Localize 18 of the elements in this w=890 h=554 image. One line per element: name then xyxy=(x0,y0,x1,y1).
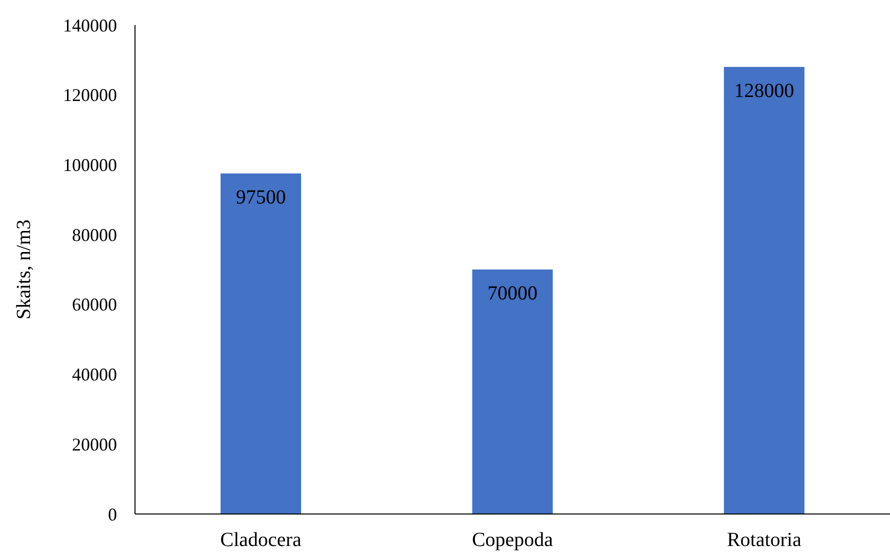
x-tick-label: Cladocera xyxy=(220,529,302,551)
bar xyxy=(724,66,804,514)
y-tick-label: 100000 xyxy=(63,155,117,176)
x-tick-label: Rotatoria xyxy=(726,529,802,551)
bar xyxy=(220,173,302,514)
y-tick-label: 40000 xyxy=(72,364,117,385)
data-label: 128000 xyxy=(734,80,794,102)
y-tick-label: 140000 xyxy=(63,15,117,36)
y-tick-label: 0 xyxy=(108,504,117,524)
y-tick-label: 120000 xyxy=(63,85,117,106)
y-tick-label: 80000 xyxy=(72,224,117,245)
bar xyxy=(472,270,553,514)
y-tick-label: 60000 xyxy=(72,294,117,315)
data-label: 97500 xyxy=(236,186,286,208)
y-tick-label: 20000 xyxy=(72,434,117,454)
data-label: 70000 xyxy=(488,282,538,304)
y-axis-title: Skaits, n/m3 xyxy=(13,219,35,320)
x-tick-label: Copepoda xyxy=(472,529,554,551)
